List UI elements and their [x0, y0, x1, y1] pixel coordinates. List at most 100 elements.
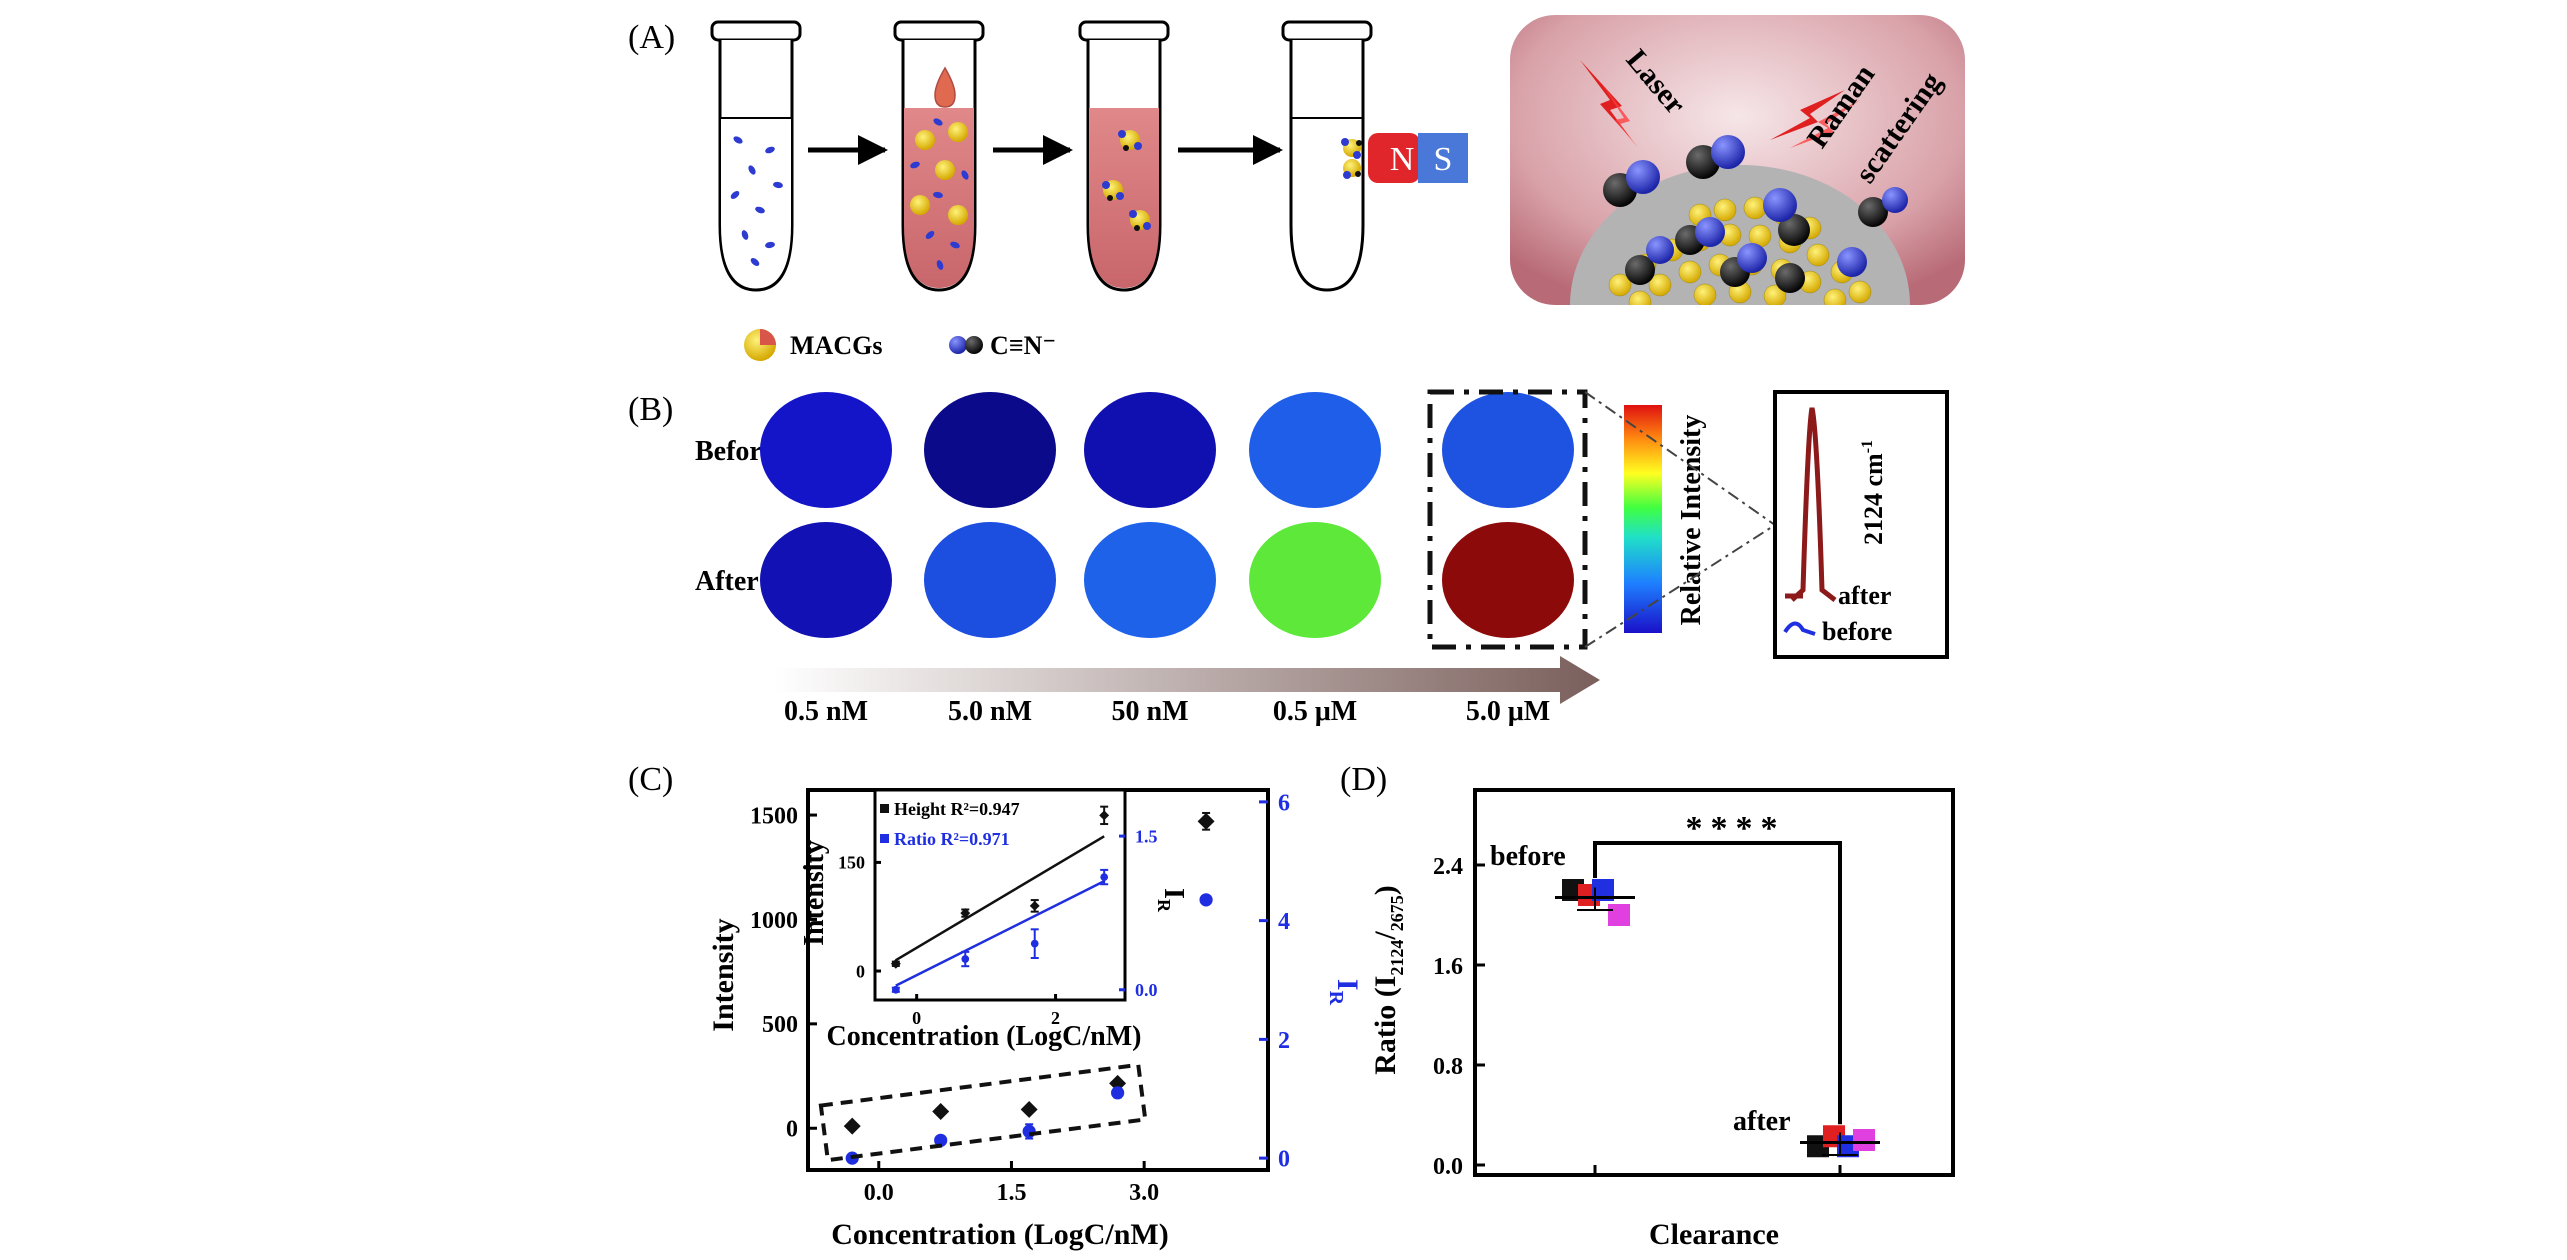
panel-label-a: (A): [628, 19, 675, 56]
inset-point-ratio-1: [961, 955, 970, 963]
connector-top: [1584, 391, 1776, 526]
concentration-label-4: 5.0 μM: [1466, 696, 1550, 727]
inset-ylabel-right: IR: [1154, 888, 1189, 913]
inset-xtick-label-1: 2: [1051, 1008, 1060, 1028]
chart-d-point-before-3: [1608, 904, 1630, 926]
inset-point-ratio-2: [1030, 939, 1039, 948]
spectrum-wavenumber-label: 2124 cm-1: [1859, 440, 1888, 545]
chart-d-ylabel: Ratio (I2124/2675): [1369, 885, 1407, 1075]
spot-after-1: [924, 522, 1056, 638]
chart-c-ytick-left-label-0: 0: [786, 1117, 798, 1143]
spot-before-3: [1249, 392, 1381, 508]
chart-c-xtick-label-1: 1.5: [996, 1180, 1026, 1206]
chart-c-xlabel: Concentration (LogC/nM): [831, 1218, 1168, 1251]
inset-point-height-3: [1099, 810, 1110, 821]
chart-c-point-height-2: [1020, 1100, 1038, 1118]
concentration-label-1: 5.0 nM: [948, 696, 1032, 727]
inset-ytick-right-label-1: 1.5: [1135, 826, 1158, 846]
chart-d-significance-stars: ****: [1686, 810, 1786, 847]
tube-1: [710, 20, 802, 292]
inset-xtick-label-0: 0: [912, 1008, 921, 1028]
chart-d-group-label-after: after: [1733, 1106, 1791, 1137]
chart-c-ytick-right-label-1: 2: [1278, 1028, 1290, 1054]
chart-c-inset: 0 2 0 150 0.0 1.5: [838, 805, 1158, 1028]
chart-c-point-ratio-3: [1111, 1086, 1125, 1100]
chart-c-xtick-label-0: 0.0: [864, 1180, 894, 1206]
inset-xlabel: Concentration (LogC/nM): [827, 1021, 1142, 1052]
chart-d-significance-bracket: [1593, 841, 1842, 1125]
tube-2: [893, 20, 985, 292]
concentration-label-0: 0.5 nM: [784, 696, 868, 727]
chart-d-group-label-before: before: [1490, 841, 1566, 872]
tube-3: [1078, 20, 1170, 292]
chart-d-ytick-label-2: 1.6: [1433, 954, 1463, 980]
spot-before-2: [1084, 392, 1216, 508]
spectrum-inset: 2124 cm-1 after before: [1773, 390, 1949, 659]
inset-legend: Height R²=0.947 Ratio R²=0.971: [880, 799, 1020, 849]
inset-legend-ratio: Ratio R²=0.971: [894, 829, 1010, 849]
chart-c-point-height-1: [932, 1103, 950, 1121]
colorbar: Relative Intensity: [1624, 405, 1707, 633]
spot-after-4: [1442, 522, 1574, 638]
spot-after-0: [760, 522, 892, 638]
chart-c-point-height-4: [1197, 812, 1215, 830]
spot-before-0: [760, 392, 892, 508]
dashed-region: [818, 1062, 1148, 1163]
inset-point-ratio-3: [1100, 873, 1109, 881]
inset-ytick-left-label-0: 0: [856, 961, 865, 981]
row-label-after: After: [695, 566, 759, 597]
inset-ytick-left-label-1: 150: [838, 853, 865, 873]
inset-point-height-2: [1029, 900, 1040, 911]
inset-legend-height: Height R²=0.947: [894, 799, 1020, 819]
chart-d-point-before-2: [1592, 879, 1614, 901]
inset-ytick-right-label-0: 0.0: [1135, 980, 1158, 1000]
chart-c-point-ratio-4: [1199, 893, 1213, 907]
spot-before-1: [924, 392, 1056, 508]
inset-fit-ratio: [895, 880, 1105, 987]
chart-c-point-ratio-2: [1022, 1124, 1036, 1139]
chart-d-ytick-label-1: 0.8: [1433, 1054, 1463, 1080]
magnet-s-label: S: [1434, 141, 1453, 178]
inset-point-height-0: [890, 958, 901, 969]
chart-d-xlabel: Clearance: [1649, 1218, 1779, 1251]
inset-ylabel-left: Intensity: [799, 840, 830, 946]
spot-before-4: [1442, 392, 1574, 508]
panel-label-c: (C): [628, 761, 673, 798]
legend-macgs: MACGs: [790, 331, 882, 360]
chart-c-point-height-0: [843, 1117, 861, 1135]
inset-plot-frame: [873, 788, 1127, 1002]
panel-label-d: (D): [1340, 761, 1387, 798]
panel-a-legend: MACGs C≡N⁻: [744, 329, 1056, 361]
chart-c-ytick-left-label-2: 1000: [750, 908, 798, 934]
spot-after-3: [1249, 522, 1381, 638]
inset-fit-height: [895, 835, 1105, 962]
chart-c-ylabel-right: IR: [1325, 979, 1364, 1006]
chart-d-ytick-label-0: 0.0: [1433, 1154, 1463, 1180]
chart-d-plot-frame: [1473, 788, 1955, 1177]
chart-c-ytick-left-label-1: 500: [762, 1012, 798, 1038]
tube-4: [1281, 20, 1373, 292]
inset-point-height-1: [960, 908, 971, 919]
chart-c-ytick-right-label-2: 4: [1278, 909, 1290, 935]
concentration-label-2: 50 nM: [1112, 696, 1189, 727]
color-spots: [760, 392, 1574, 638]
chart-c-ytick-right-label-3: 6: [1278, 790, 1290, 816]
magnet: N S: [1368, 133, 1468, 183]
concentration-label-3: 0.5 μM: [1273, 696, 1357, 727]
chart-d-ytick-label-3: 2.4: [1433, 854, 1463, 880]
inset-point-ratio-0: [891, 985, 900, 994]
chart-c-xtick-label-2: 3.0: [1129, 1180, 1159, 1206]
chart-c-ytick-left-label-3: 1500: [750, 803, 798, 829]
concentration-labels: 0.5 nM 5.0 nM 50 nM 0.5 μM 5.0 μM: [784, 696, 1550, 727]
legend-cyanide: C≡N⁻: [990, 331, 1056, 360]
colorbar-label: Relative Intensity: [1676, 415, 1707, 626]
concentration-arrow: [775, 656, 1600, 704]
raman-inset: Laser Raman scattering: [1510, 15, 1965, 305]
chart-c-ytick-right-label-0: 0: [1278, 1147, 1290, 1173]
spectrum-before-label: before: [1822, 617, 1892, 646]
panel-label-b: (B): [628, 391, 673, 428]
chart-c-point-ratio-1: [934, 1133, 948, 1147]
highlight-box: [1427, 389, 1588, 650]
